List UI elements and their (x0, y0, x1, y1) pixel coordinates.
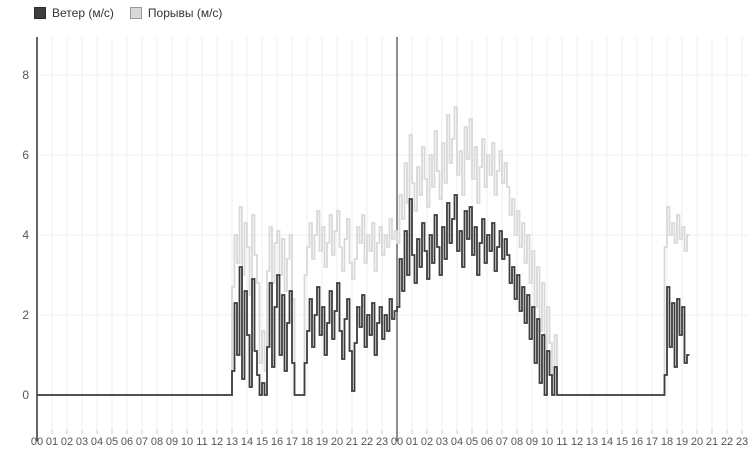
svg-text:01: 01 (46, 436, 58, 448)
wind-legend-label: Ветер (м/с) (52, 6, 114, 20)
svg-text:4: 4 (22, 228, 29, 242)
svg-text:03: 03 (436, 436, 448, 448)
svg-text:05: 05 (106, 436, 118, 448)
svg-text:0: 0 (22, 388, 29, 402)
legend-item-wind[interactable]: Ветер (м/с) (34, 6, 114, 20)
svg-text:13: 13 (586, 436, 598, 448)
svg-text:2: 2 (22, 308, 29, 322)
svg-text:02: 02 (421, 436, 433, 448)
svg-text:10: 10 (181, 436, 193, 448)
legend-item-gusts[interactable]: Порывы (м/с) (129, 6, 223, 20)
svg-text:07: 07 (136, 436, 148, 448)
gusts-swatch-icon (129, 7, 142, 19)
svg-text:17: 17 (286, 436, 298, 448)
svg-text:04: 04 (91, 436, 103, 448)
svg-text:08: 08 (151, 436, 163, 448)
svg-text:04: 04 (451, 436, 463, 448)
horizontal-gridlines (37, 74, 748, 316)
svg-text:07: 07 (496, 436, 508, 448)
svg-text:15: 15 (616, 436, 628, 448)
svg-text:23: 23 (736, 436, 748, 448)
svg-text:00: 00 (31, 436, 43, 448)
svg-text:03: 03 (76, 436, 88, 448)
svg-text:21: 21 (346, 436, 358, 448)
svg-text:06: 06 (121, 436, 133, 448)
svg-text:19: 19 (316, 436, 328, 448)
svg-text:8: 8 (22, 68, 29, 82)
svg-text:12: 12 (571, 436, 583, 448)
svg-text:23: 23 (376, 436, 388, 448)
svg-text:02: 02 (61, 436, 73, 448)
chart-legend: Ветер (м/с) Порывы (м/с) (34, 6, 222, 20)
svg-text:01: 01 (406, 436, 418, 448)
svg-text:11: 11 (556, 436, 567, 448)
svg-text:09: 09 (166, 436, 178, 448)
svg-text:08: 08 (511, 436, 523, 448)
svg-text:17: 17 (646, 436, 658, 448)
svg-text:14: 14 (241, 436, 253, 448)
y-axis-labels: 0 2 4 6 8 (22, 68, 29, 402)
svg-text:21: 21 (706, 436, 718, 448)
svg-text:06: 06 (481, 436, 493, 448)
svg-text:22: 22 (721, 436, 733, 448)
svg-text:13: 13 (226, 436, 238, 448)
svg-text:12: 12 (211, 436, 223, 448)
wind-swatch-icon (34, 7, 46, 19)
svg-text:18: 18 (661, 436, 673, 448)
svg-text:22: 22 (361, 436, 373, 448)
svg-text:16: 16 (631, 436, 643, 448)
svg-text:6: 6 (22, 148, 29, 162)
svg-text:10: 10 (541, 436, 553, 448)
wind-series-line (37, 194, 690, 396)
svg-text:18: 18 (301, 436, 313, 448)
svg-text:20: 20 (331, 436, 343, 448)
gusts-legend-label: Порывы (м/с) (147, 6, 223, 20)
x-axis-labels: 00 01 02 03 04 05 06 07 08 09 10 11 12 13 14 15 16 17 18 19… (31, 436, 748, 448)
svg-text:15: 15 (256, 436, 268, 448)
svg-text:20: 20 (691, 436, 703, 448)
svg-text:09: 09 (526, 436, 538, 448)
svg-text:11: 11 (196, 436, 207, 448)
svg-text:14: 14 (601, 436, 613, 448)
svg-text:16: 16 (271, 436, 283, 448)
svg-text:00: 00 (391, 436, 403, 448)
svg-text:19: 19 (676, 436, 688, 448)
svg-text:05: 05 (466, 436, 478, 448)
